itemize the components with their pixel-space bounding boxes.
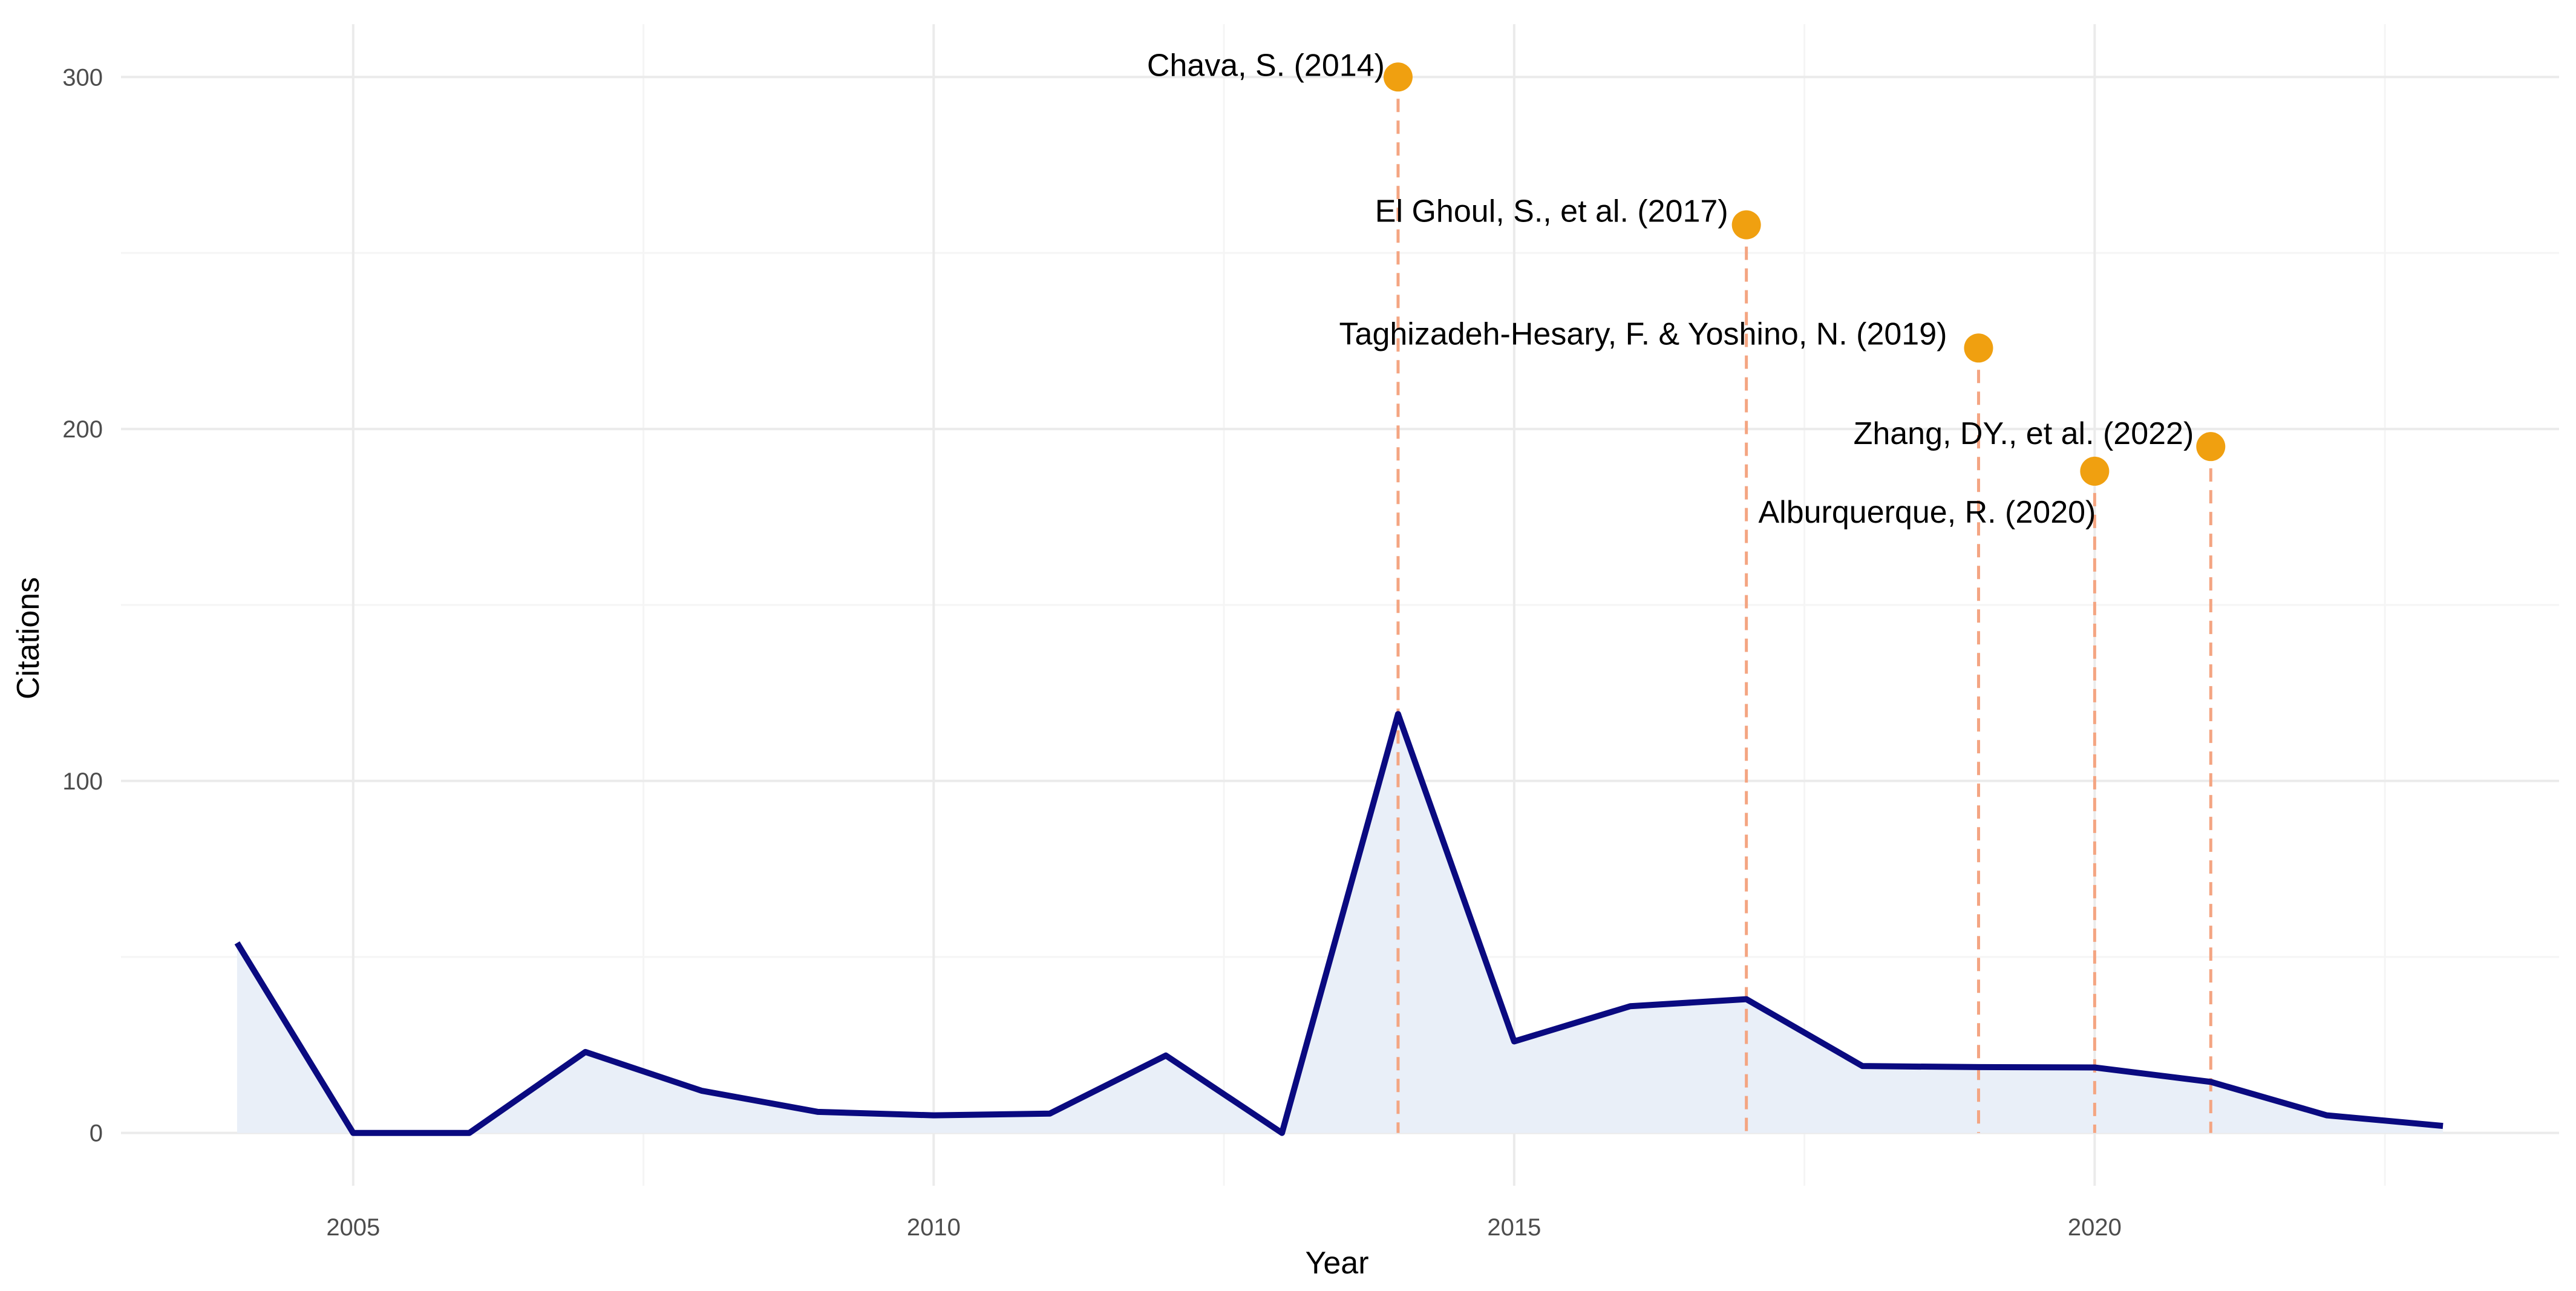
highlight-label: Zhang, DY., et al. (2022) xyxy=(1854,416,2194,451)
y-tick-label: 0 xyxy=(90,1120,103,1147)
highlight-label: Alburquerque, R. (2020) xyxy=(1758,495,2096,530)
x-tick-label: 2015 xyxy=(1487,1214,1541,1241)
y-tick-label: 300 xyxy=(62,64,103,91)
highlight-point xyxy=(2196,432,2226,462)
highlight-point xyxy=(1731,210,1761,240)
x-tick-label: 2010 xyxy=(907,1214,961,1241)
highlight-label: Chava, S. (2014) xyxy=(1147,48,1385,83)
y-tick-label: 200 xyxy=(62,416,103,443)
highlight-label: Taghizadeh-Hesary, F. & Yoshino, N. (201… xyxy=(1339,316,1947,351)
citations-area xyxy=(237,714,2444,1133)
x-tick-label: 2005 xyxy=(326,1214,380,1241)
citations-line xyxy=(234,711,2444,1136)
highlight-point xyxy=(2080,456,2110,486)
x-tick-label: 2020 xyxy=(2068,1214,2122,1241)
y-tick-label: 100 xyxy=(62,768,103,795)
y-axis-title: Citations xyxy=(11,577,46,699)
highlight-point xyxy=(1383,62,1413,92)
x-axis-title: Year xyxy=(1305,1246,1368,1281)
highlight-label: El Ghoul, S., et al. (2017) xyxy=(1375,194,1728,229)
highlight-point xyxy=(1964,333,1993,363)
